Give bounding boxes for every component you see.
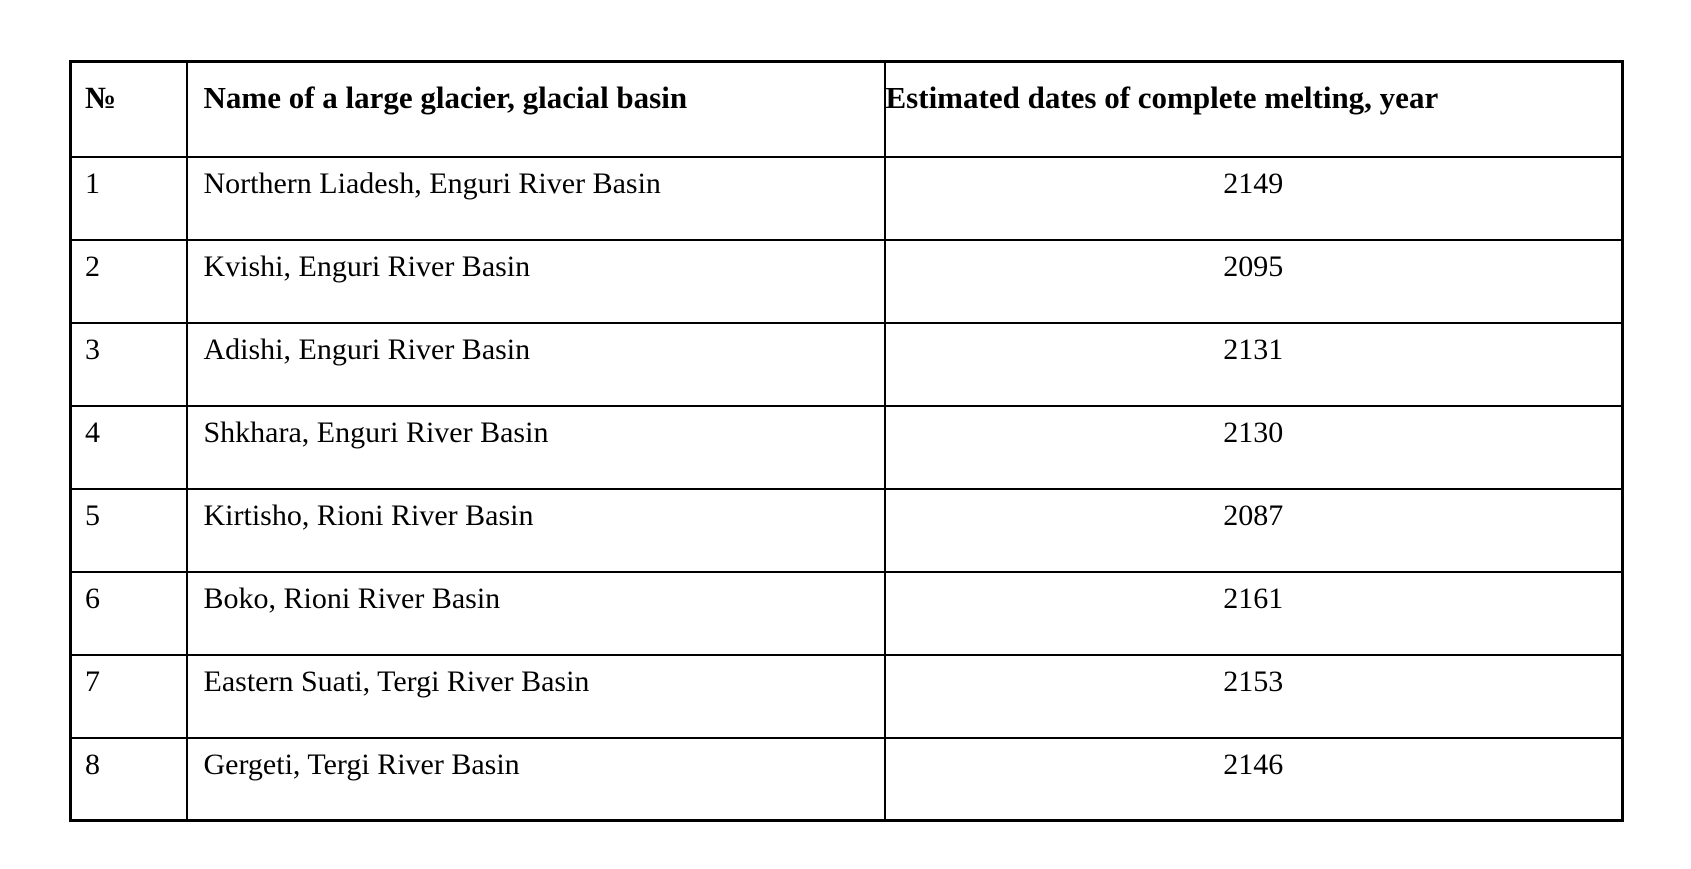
cell-number: 1: [69, 155, 188, 241]
cell-melting-year: 2131: [883, 321, 1624, 407]
cell-melting-year: 2130: [883, 404, 1624, 490]
table-row: 8 Gergeti, Tergi River Basin 2146: [69, 736, 1624, 822]
cell-melting-year: 2095: [883, 238, 1624, 324]
cell-melting-year: 2087: [883, 487, 1624, 573]
table-row: 1 Northern Liadesh, Enguri River Basin 2…: [69, 155, 1624, 241]
cell-glacier-name: Gergeti, Tergi River Basin: [185, 736, 886, 822]
cell-glacier-name: Shkhara, Enguri River Basin: [185, 404, 886, 490]
table-row: 2 Kvishi, Enguri River Basin 2095: [69, 238, 1624, 324]
cell-melting-year: 2161: [883, 570, 1624, 656]
cell-glacier-name: Kirtisho, Rioni River Basin: [185, 487, 886, 573]
cell-melting-year: 2149: [883, 155, 1624, 241]
table-header-row: № Name of a large glacier, glacial basin…: [69, 60, 1624, 158]
table-row: 5 Kirtisho, Rioni River Basin 2087: [69, 487, 1624, 573]
table-row: 7 Eastern Suati, Tergi River Basin 2153: [69, 653, 1624, 739]
table-row: 6 Boko, Rioni River Basin 2161: [69, 570, 1624, 656]
cell-melting-year: 2146: [883, 736, 1624, 822]
table-row: 3 Adishi, Enguri River Basin 2131: [69, 321, 1624, 407]
cell-glacier-name: Adishi, Enguri River Basin: [185, 321, 886, 407]
table-row: 4 Shkhara, Enguri River Basin 2130: [69, 404, 1624, 490]
cell-number: 2: [69, 238, 188, 324]
cell-melting-year: 2153: [883, 653, 1624, 739]
cell-number: 5: [69, 487, 188, 573]
cell-glacier-name: Kvishi, Enguri River Basin: [185, 238, 886, 324]
header-glacier-name: Name of a large glacier, glacial basin: [185, 60, 886, 158]
cell-number: 3: [69, 321, 188, 407]
cell-glacier-name: Northern Liadesh, Enguri River Basin: [185, 155, 886, 241]
cell-glacier-name: Eastern Suati, Tergi River Basin: [185, 653, 886, 739]
cell-number: 8: [69, 736, 188, 822]
header-melting-year: Estimated dates of complete melting, yea…: [883, 60, 1624, 158]
header-number: №: [69, 60, 188, 158]
cell-number: 7: [69, 653, 188, 739]
glacier-melting-table: № Name of a large glacier, glacial basin…: [69, 60, 1624, 822]
cell-number: 6: [69, 570, 188, 656]
cell-number: 4: [69, 404, 188, 490]
cell-glacier-name: Boko, Rioni River Basin: [185, 570, 886, 656]
